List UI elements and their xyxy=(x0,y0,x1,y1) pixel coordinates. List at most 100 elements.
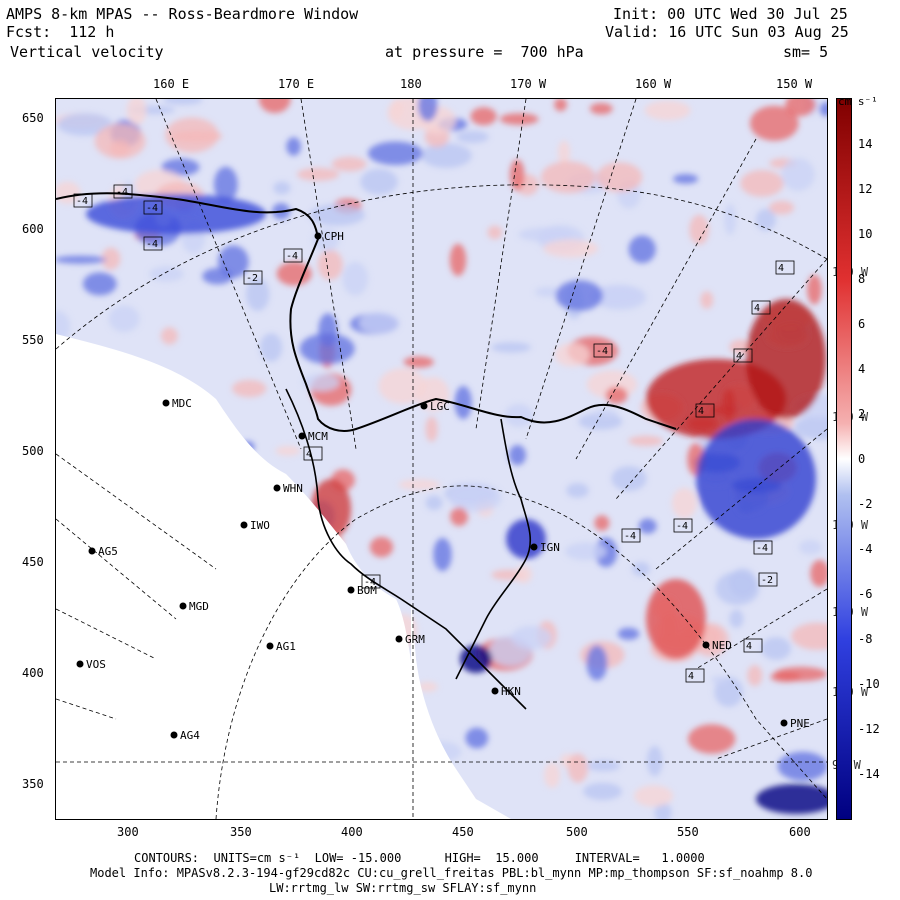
velocity-cell xyxy=(126,99,147,126)
velocity-cell xyxy=(491,342,531,353)
station-marker xyxy=(170,731,178,739)
svg-text:-4: -4 xyxy=(624,531,636,542)
svg-text:CPH: CPH xyxy=(324,230,344,243)
contour-label: -4 xyxy=(73,193,93,208)
velocity-cell xyxy=(433,537,452,572)
model-info-physics: LW:rrtmg_lw SW:rrtmg_sw SFLAY:sf_mynn xyxy=(269,881,537,895)
colorbar-tick-label: 0 xyxy=(858,452,866,466)
station-marker xyxy=(179,602,187,610)
velocity-cell xyxy=(470,107,497,126)
velocity-cell xyxy=(276,261,312,286)
svg-text:PNE: PNE xyxy=(790,717,810,730)
x-tick-label: 600 xyxy=(789,825,811,839)
velocity-cell xyxy=(56,310,71,342)
station-marker xyxy=(780,719,788,727)
station-grm: GRM xyxy=(395,633,425,646)
velocity-cell xyxy=(596,162,643,193)
velocity-cell xyxy=(785,99,816,117)
velocity-cell xyxy=(309,204,365,226)
velocity-cell xyxy=(724,203,737,236)
svg-text:4: 4 xyxy=(736,351,742,362)
contour-label: -4 xyxy=(283,248,303,263)
velocity-cell xyxy=(518,227,573,242)
velocity-cell xyxy=(317,249,343,280)
contour-label: -2 xyxy=(758,572,778,587)
station-marker xyxy=(347,586,355,594)
velocity-cell xyxy=(232,379,267,398)
velocity-cell xyxy=(302,373,340,391)
svg-text:4: 4 xyxy=(698,406,704,417)
station-ag1: AG1 xyxy=(266,640,296,653)
colorbar-tick-label: -2 xyxy=(858,497,873,511)
velocity-cell xyxy=(378,368,427,404)
svg-text:NED: NED xyxy=(712,639,732,652)
x-tick-label: 500 xyxy=(566,825,588,839)
svg-text:-4: -4 xyxy=(116,187,128,198)
velocity-cell xyxy=(740,170,784,197)
smoothing: sm= 5 xyxy=(783,43,829,61)
velocity-cell xyxy=(425,495,443,511)
colorbar-tick-label: 12 xyxy=(858,182,873,196)
station-cph: CPH xyxy=(314,230,344,243)
velocity-cell xyxy=(331,156,367,172)
contour-label: -4 xyxy=(593,343,613,358)
station-marker xyxy=(298,432,306,440)
y-tick-label: 500 xyxy=(22,444,44,458)
velocity-cell xyxy=(777,751,827,781)
velocity-cell xyxy=(275,445,301,456)
velocity-cell xyxy=(578,413,623,430)
svg-text:-4: -4 xyxy=(364,577,376,588)
svg-text:AG4: AG4 xyxy=(180,729,200,742)
velocity-cell xyxy=(566,483,589,498)
colorbar-tick-label: -8 xyxy=(858,632,873,646)
velocity-cell xyxy=(421,143,472,168)
x-tick-label: 300 xyxy=(117,825,139,839)
velocity-feature xyxy=(756,784,827,814)
velocity-cell xyxy=(586,760,621,772)
station-marker xyxy=(530,543,538,551)
velocity-cell xyxy=(258,99,291,114)
station-mdc: MDC xyxy=(162,397,192,410)
top-lon-label: 150 W xyxy=(776,77,813,91)
colorbar-tick-label: -6 xyxy=(858,587,873,601)
svg-text:-4: -4 xyxy=(756,543,768,554)
velocity-cell xyxy=(202,268,233,285)
velocity-cell xyxy=(465,727,489,749)
svg-text:-4: -4 xyxy=(286,251,298,262)
velocity-cell xyxy=(729,609,744,628)
velocity-cell xyxy=(710,675,727,685)
pressure-level: at pressure = 700 hPa xyxy=(385,43,584,61)
velocity-cell xyxy=(747,665,763,686)
station-iwo: IWO xyxy=(240,519,270,532)
velocity-cell xyxy=(101,247,121,270)
velocity-cell xyxy=(798,539,822,555)
station-vos: VOS xyxy=(76,658,106,671)
velocity-cell xyxy=(425,416,438,442)
contour-label: 4 xyxy=(695,403,715,418)
velocity-cell xyxy=(689,214,709,245)
svg-text:VOS: VOS xyxy=(86,658,106,671)
y-tick-label: 600 xyxy=(22,222,44,236)
contour-info: CONTOURS: UNITS=cm s⁻¹ LOW= -15.000 HIGH… xyxy=(134,851,705,865)
station-marker xyxy=(76,660,84,668)
svg-text:4: 4 xyxy=(754,303,760,314)
velocity-cell xyxy=(504,403,534,428)
velocity-cell xyxy=(297,167,340,181)
station-ag5: AG5 xyxy=(88,545,118,558)
colorbar-tick-label: 6 xyxy=(858,317,866,331)
svg-text:IWO: IWO xyxy=(250,519,270,532)
velocity-cell xyxy=(509,444,526,466)
velocity-cell xyxy=(160,327,178,345)
station-marker xyxy=(314,232,322,240)
contour-label: -4 xyxy=(143,236,163,251)
contour-label: 4 xyxy=(685,668,705,683)
velocity-cell xyxy=(605,386,628,404)
velocity-cell xyxy=(56,255,107,264)
svg-text:-4: -4 xyxy=(76,196,88,207)
station-marker xyxy=(88,547,96,555)
velocity-cell xyxy=(456,130,489,144)
velocity-feature xyxy=(696,419,816,539)
velocity-cell xyxy=(273,181,291,195)
graticule xyxy=(56,99,827,819)
map-panel[interactable]: -4 -4 -4 -4 -2 -4 4 4 4 4 -4 -4 4 4 -4 -4 -2 -4 4 CPH MDC MC… xyxy=(55,98,828,820)
